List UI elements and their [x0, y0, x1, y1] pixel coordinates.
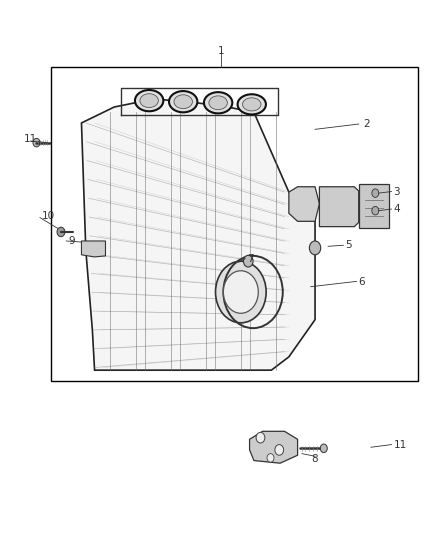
Ellipse shape: [237, 94, 266, 115]
Polygon shape: [81, 99, 315, 370]
Circle shape: [215, 261, 266, 323]
Ellipse shape: [204, 92, 232, 114]
Text: 8: 8: [312, 454, 318, 464]
Polygon shape: [250, 431, 297, 463]
Text: 11: 11: [394, 440, 407, 450]
Text: 6: 6: [359, 278, 365, 287]
Text: 2: 2: [363, 119, 370, 129]
Circle shape: [309, 241, 321, 255]
Circle shape: [57, 227, 65, 237]
Ellipse shape: [174, 95, 192, 109]
Circle shape: [372, 189, 379, 197]
Polygon shape: [289, 187, 319, 221]
Ellipse shape: [140, 94, 159, 108]
Circle shape: [275, 445, 284, 455]
Polygon shape: [359, 184, 389, 228]
Bar: [51, 67, 418, 381]
Text: 1: 1: [218, 46, 225, 56]
Text: 10: 10: [42, 211, 55, 221]
Ellipse shape: [135, 90, 163, 111]
Polygon shape: [319, 187, 359, 227]
Text: 3: 3: [394, 187, 400, 197]
Circle shape: [372, 206, 379, 215]
Text: 11: 11: [24, 134, 37, 144]
Text: 9: 9: [68, 236, 75, 246]
Ellipse shape: [243, 98, 261, 111]
Circle shape: [33, 139, 40, 147]
Ellipse shape: [209, 96, 227, 110]
Circle shape: [267, 454, 274, 462]
Ellipse shape: [169, 91, 198, 112]
Polygon shape: [81, 241, 106, 257]
Circle shape: [256, 432, 265, 443]
Circle shape: [320, 444, 327, 453]
Text: 4: 4: [394, 204, 400, 214]
Text: 5: 5: [346, 240, 352, 250]
Circle shape: [223, 271, 258, 313]
Text: 7: 7: [247, 254, 254, 263]
Circle shape: [244, 255, 253, 267]
